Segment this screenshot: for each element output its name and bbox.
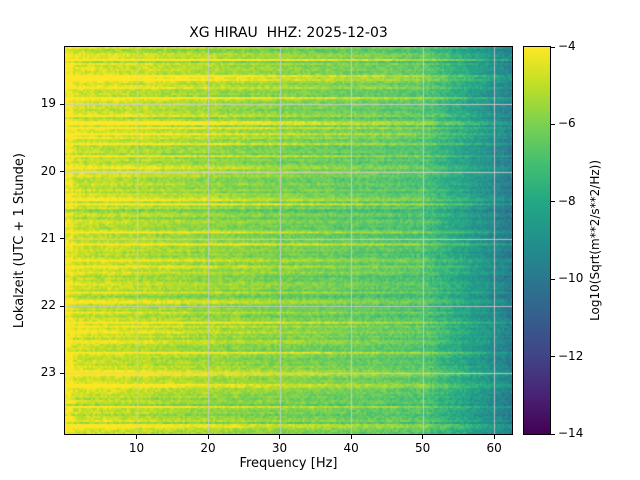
spectrogram-heatmap [65,47,512,434]
colorbar-label: Log10(Sqrt(m**2/s**2/Hz)) [588,160,602,321]
x-tick-mark [279,435,281,439]
x-tick-mark [422,435,424,439]
y-tick-label: 22 [40,298,56,313]
y-tick-label: 23 [40,365,56,380]
colorbar-label-wrap: Log10(Sqrt(m**2/s**2/Hz)) [586,47,604,434]
y-tick-mark [60,372,64,374]
colorbar-tick-mark [551,356,555,358]
colorbar-tick-label: −8 [558,193,576,208]
y-axis-label-wrap: Lokalzeit (UTC + 1 Stunde) [10,47,28,434]
x-tick-mark [350,435,352,439]
x-tick-label: 40 [343,441,359,455]
x-tick-mark [136,435,138,439]
x-tick-mark [207,435,209,439]
colorbar-tick-mark [551,201,555,203]
x-tick-label: 30 [271,441,288,455]
colorbar-tick-mark [551,123,555,125]
x-tick-label: 10 [128,441,145,455]
colorbar-tick-label: −10 [558,271,584,286]
y-tick-mark [60,171,64,172]
x-axis-label: Frequency [Hz] [239,456,338,471]
colorbar-tick-mark [551,433,555,435]
y-tick-label: 20 [40,163,56,178]
x-tick-mark [493,435,495,439]
x-tick-label: 50 [414,441,431,455]
colorbar-tick-mark [551,278,555,280]
y-tick-label: 19 [40,96,56,111]
colorbar-tick-label: −6 [558,116,576,131]
y-tick-mark [60,238,64,240]
colorbar-tick-mark [551,46,555,48]
y-tick-mark [60,103,64,105]
colorbar [524,47,550,434]
x-tick-label: 20 [200,441,216,455]
x-tick-label: 60 [486,441,502,455]
y-axis-label: Lokalzeit (UTC + 1 Stunde) [11,152,27,329]
y-tick-label: 21 [40,230,56,245]
colorbar-tick-label: −12 [558,348,584,363]
colorbar-tick-label: −14 [558,426,584,440]
chart-title: XG HIRAU HHZ: 2025-12-03 [189,25,388,41]
colorbar-tick-label: −4 [558,39,576,53]
y-tick-mark [60,305,64,307]
